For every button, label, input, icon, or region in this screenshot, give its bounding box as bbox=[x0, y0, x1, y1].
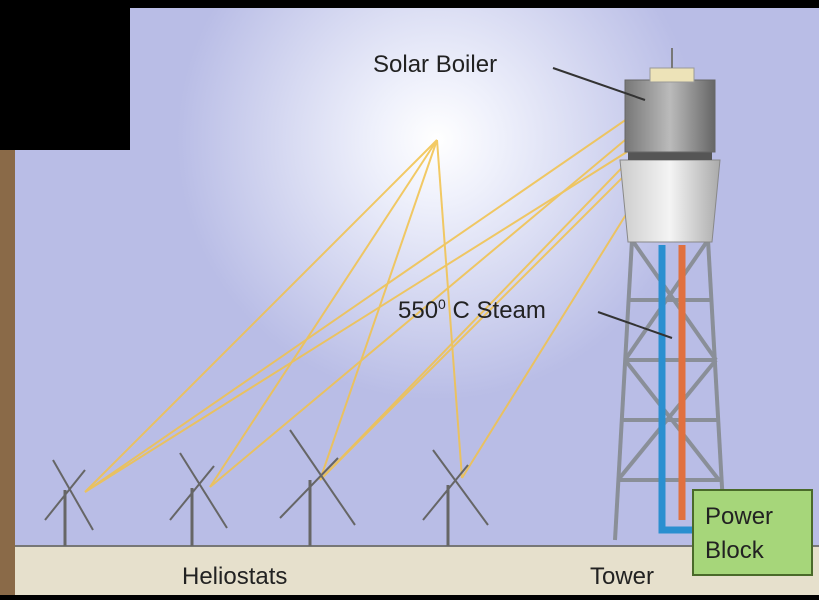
tower-label: Tower bbox=[590, 563, 654, 590]
power-block-box bbox=[692, 489, 813, 576]
steam-rest: C Steam bbox=[446, 297, 546, 324]
heliostats-label: Heliostats bbox=[182, 563, 287, 590]
ground bbox=[15, 545, 819, 595]
power-block-line: Block bbox=[705, 537, 765, 564]
heliostats-group bbox=[44, 429, 489, 546]
steam-arrow bbox=[597, 311, 673, 339]
steam-main: 550 bbox=[398, 297, 438, 324]
boiler-label: Solar Boiler bbox=[373, 51, 497, 78]
tower bbox=[613, 48, 727, 541]
boiler-arrow bbox=[552, 67, 646, 101]
steam-label: 5500 C Steam bbox=[398, 296, 546, 324]
power-block-line: Power bbox=[705, 503, 773, 530]
photo-strip bbox=[0, 150, 18, 595]
steam-sup: 0 bbox=[438, 296, 446, 312]
black-corner bbox=[0, 0, 130, 150]
